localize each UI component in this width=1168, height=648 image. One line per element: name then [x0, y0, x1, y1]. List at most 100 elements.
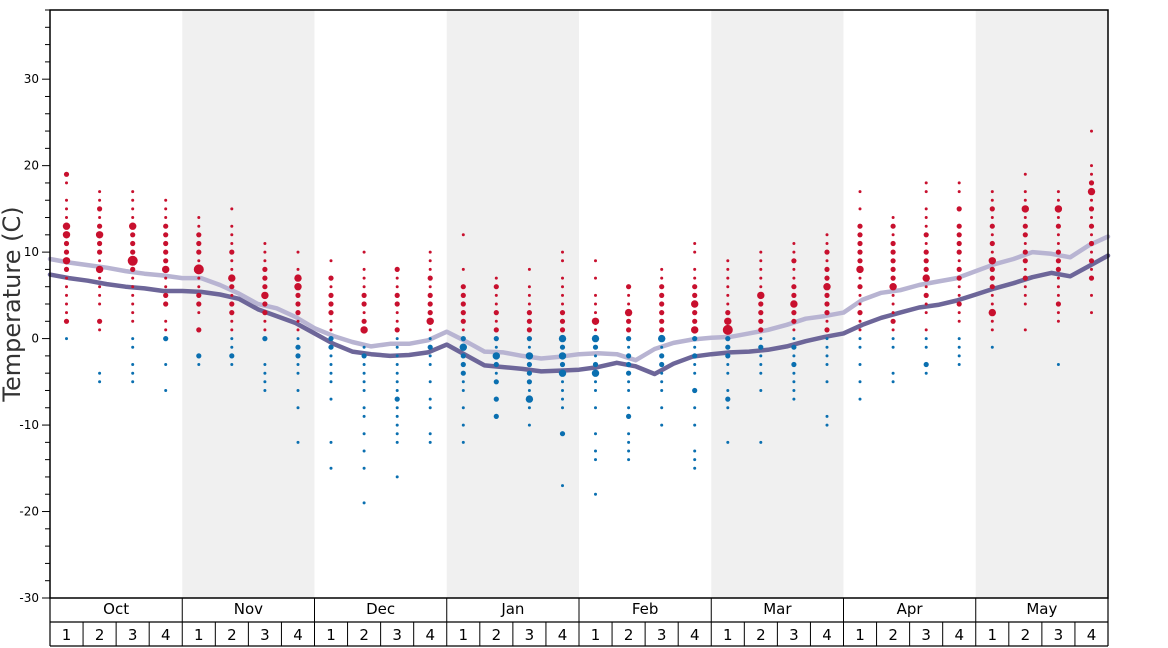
temp-dot [196, 353, 202, 359]
temp-dot [759, 259, 763, 263]
temp-dot [361, 301, 367, 307]
temp-dot [890, 258, 896, 264]
temp-dot [1022, 232, 1028, 238]
temp-dot [559, 361, 566, 368]
temp-dot [956, 301, 962, 307]
week-label: 3 [392, 626, 402, 644]
month-shade-jan [446, 10, 579, 598]
temp-dot [990, 198, 994, 202]
temp-dot [594, 328, 597, 332]
temp-dot [1056, 198, 1060, 202]
temp-dot [791, 344, 797, 350]
temp-dot [98, 259, 102, 263]
temp-dot [725, 344, 731, 350]
temp-dot [295, 344, 301, 350]
temp-dot [62, 222, 71, 230]
temp-dot [561, 285, 564, 289]
temp-dot [594, 302, 597, 306]
temp-dot [164, 285, 168, 289]
temp-dot [1090, 250, 1093, 254]
temp-dot [792, 337, 796, 341]
temp-dot [890, 275, 896, 281]
temp-dot [460, 370, 466, 376]
temp-dot [98, 293, 102, 297]
temp-dot [428, 337, 432, 341]
temp-dot [296, 389, 300, 392]
temp-dot [725, 310, 731, 316]
temp-dot [197, 285, 201, 289]
temp-dot [460, 292, 466, 298]
temp-dot [988, 257, 996, 265]
temp-dot [196, 249, 202, 255]
temp-dot [558, 334, 567, 343]
temp-dot [691, 326, 699, 334]
temp-dot [362, 414, 366, 418]
temp-dot [659, 327, 665, 333]
temp-dot [262, 284, 268, 290]
temp-dot [757, 291, 765, 300]
temp-dot [1090, 216, 1093, 219]
temp-dot [1088, 206, 1095, 212]
temp-dot [726, 389, 730, 392]
temp-dot [527, 389, 531, 392]
week-label: 1 [591, 626, 601, 644]
temp-dot [461, 389, 465, 392]
week-label: 1 [855, 626, 865, 644]
temp-dot [792, 354, 796, 358]
temp-dot [990, 293, 994, 297]
temp-dot [526, 318, 533, 324]
temp-dot [957, 363, 961, 366]
temp-dot [693, 406, 697, 410]
temp-dot [1023, 267, 1027, 271]
temp-dot [990, 233, 994, 237]
temp-dot [591, 317, 600, 325]
y-tick-label: 20 [24, 159, 39, 173]
temp-dot [328, 336, 334, 342]
temp-dot [990, 319, 994, 323]
temp-dot [230, 224, 234, 228]
temp-dot [65, 311, 68, 315]
temp-dot [97, 249, 103, 255]
temp-dot [824, 275, 830, 281]
temp-dot [163, 258, 169, 264]
temp-dot [196, 232, 202, 238]
temp-dot [131, 285, 135, 289]
temp-dot [693, 449, 697, 453]
temp-dot [591, 369, 600, 377]
temp-dot [262, 275, 268, 281]
temp-dot [362, 285, 366, 289]
temp-dot [957, 190, 961, 194]
temp-dot [427, 344, 433, 350]
temp-dot [230, 259, 234, 263]
temp-dot [461, 233, 465, 237]
temp-dot [627, 345, 631, 349]
temp-dot [594, 458, 597, 462]
temp-dot [131, 363, 135, 366]
temp-dot [263, 250, 267, 254]
temp-dot [561, 259, 564, 263]
temp-dot [561, 484, 564, 488]
week-label: 2 [359, 626, 369, 644]
temp-dot [792, 328, 796, 332]
temp-dot [329, 319, 333, 323]
temp-dot [791, 318, 797, 324]
y-tick-label: 30 [24, 72, 39, 86]
temp-dot [1056, 363, 1060, 366]
temp-dot [659, 353, 665, 359]
temp-dot [726, 285, 730, 289]
temp-dot [659, 292, 665, 298]
temp-dot [989, 240, 995, 247]
temp-dot [692, 292, 698, 298]
temp-dot [526, 327, 533, 333]
temp-dot [329, 380, 333, 384]
temp-dot [858, 380, 862, 384]
temp-dot [923, 258, 929, 264]
temp-dot [693, 276, 697, 280]
temp-dot [891, 216, 895, 219]
temp-dot [825, 242, 829, 245]
temp-dot [329, 259, 333, 263]
temp-dot [494, 302, 498, 306]
temp-dot [296, 337, 300, 341]
temp-dot [825, 233, 829, 237]
temp-dot [296, 319, 300, 323]
